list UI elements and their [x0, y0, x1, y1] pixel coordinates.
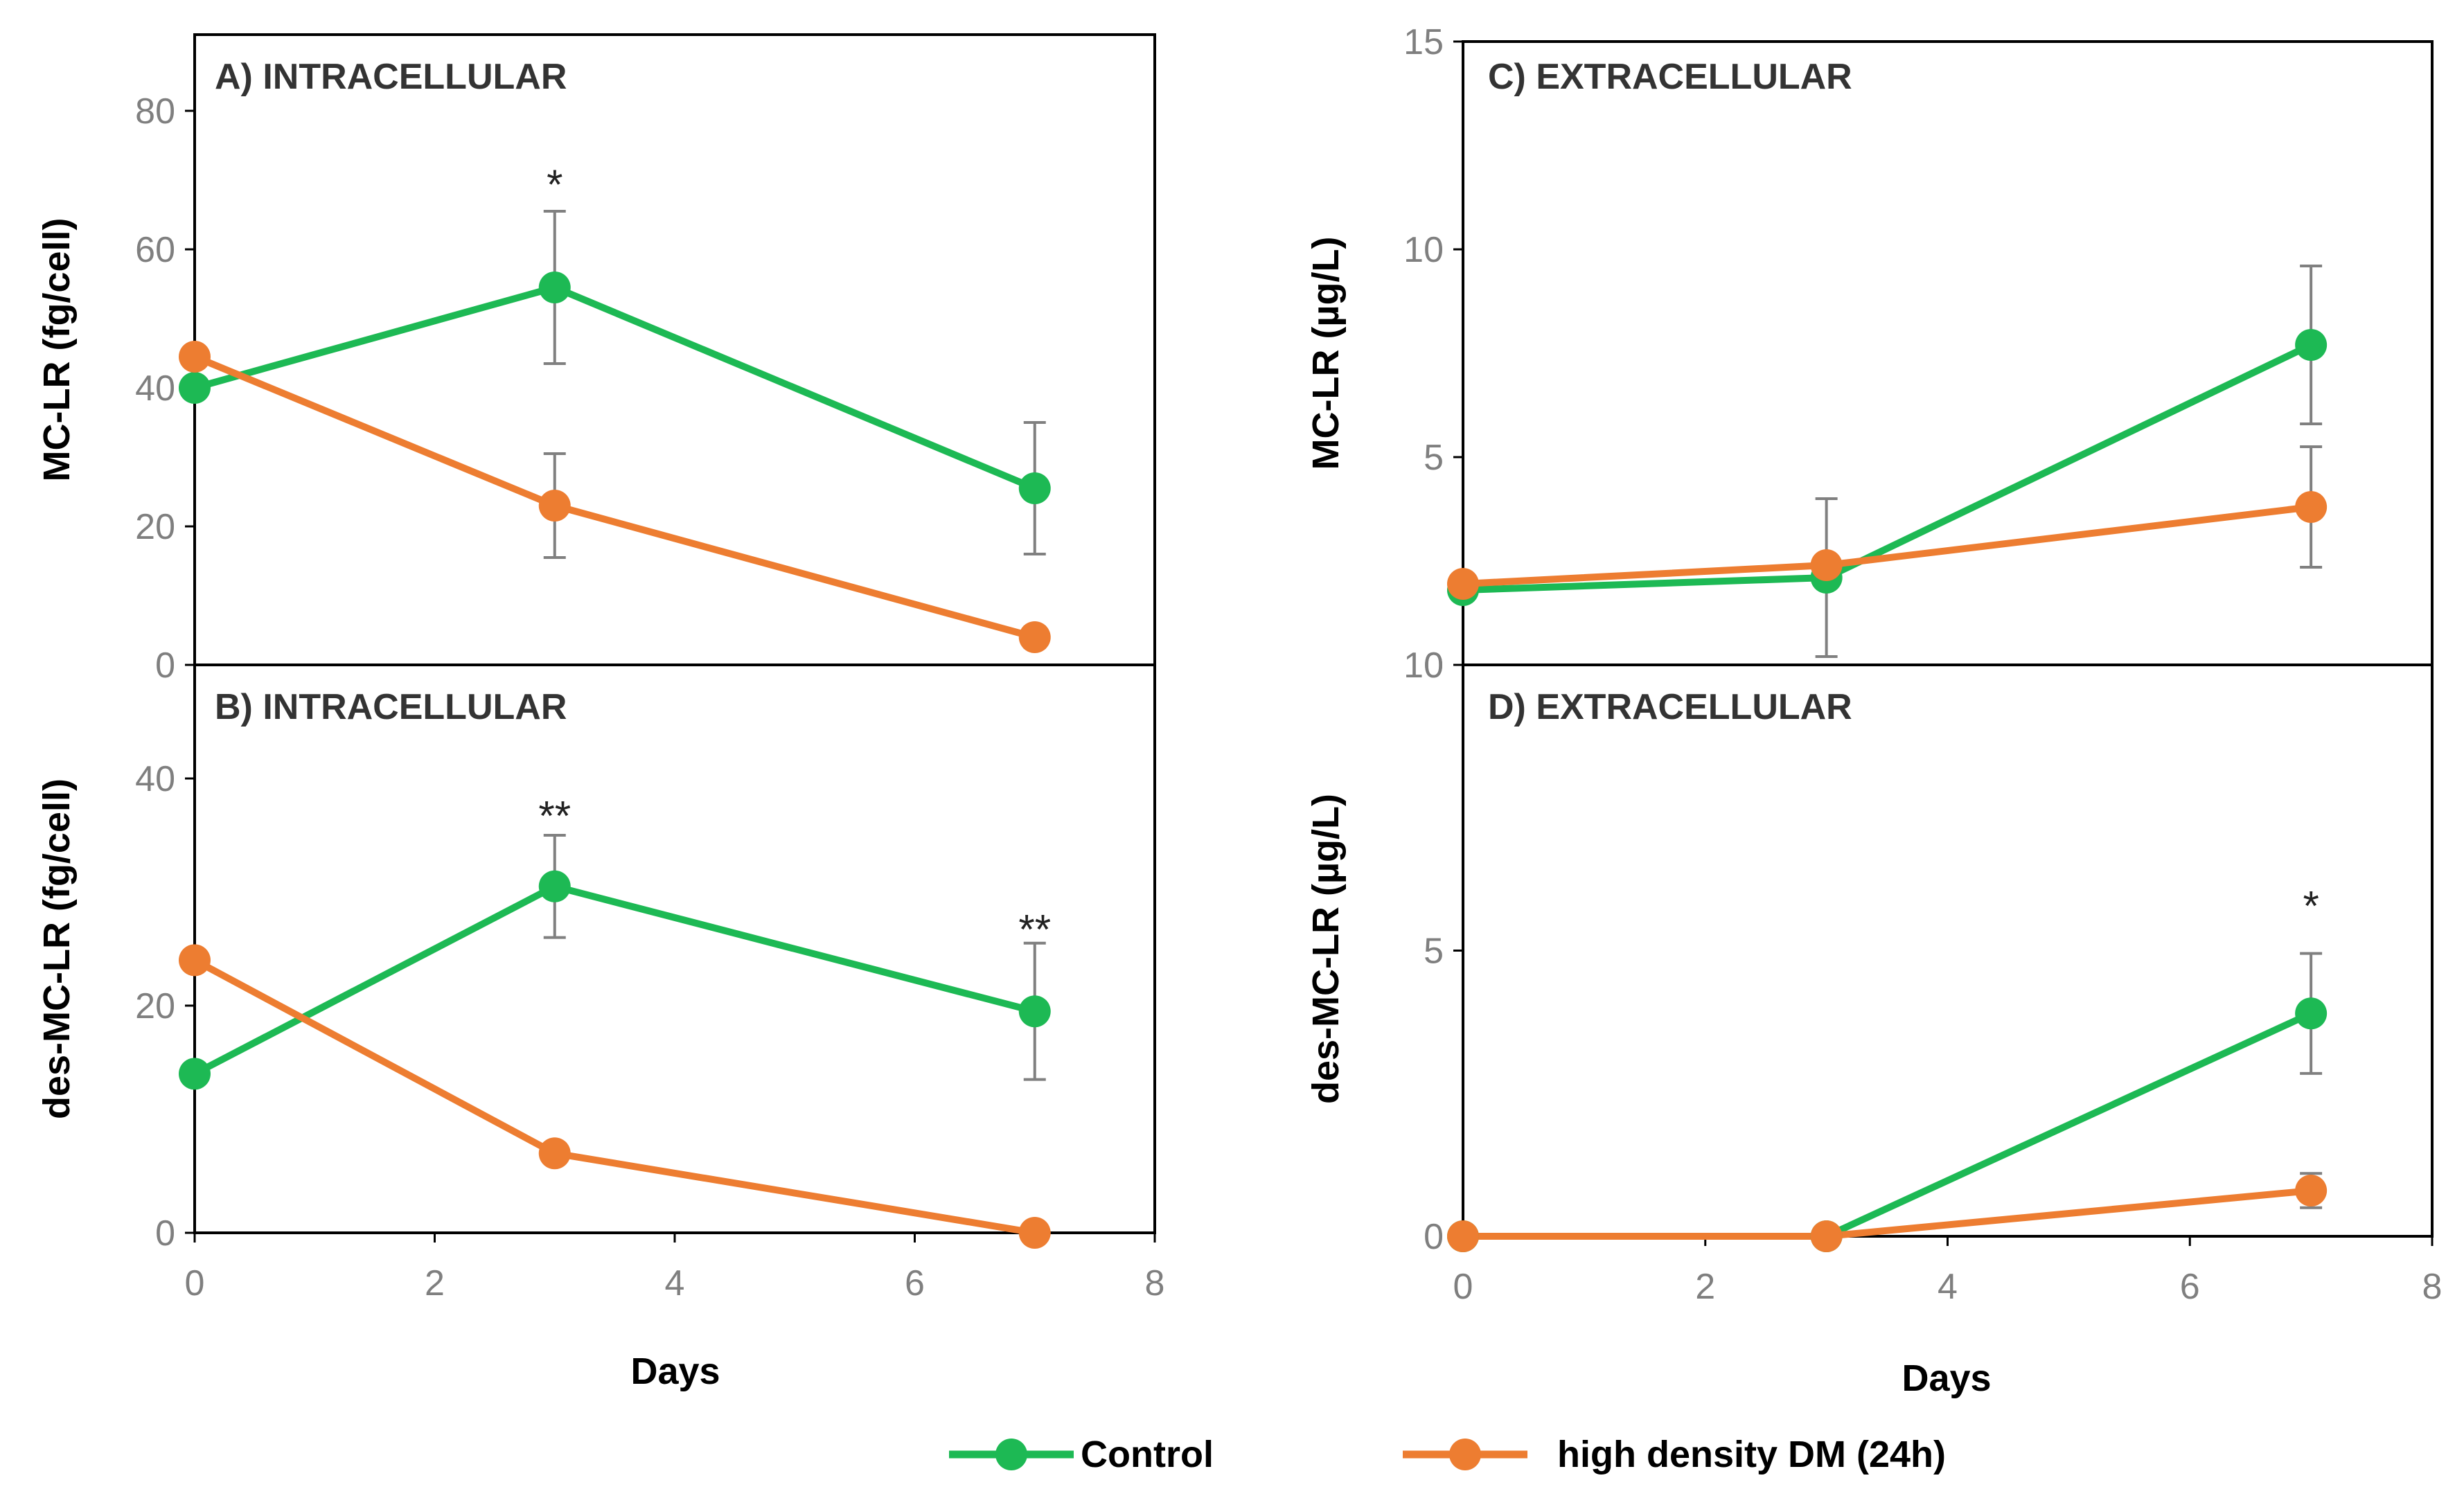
y-tick-label: 40	[135, 368, 175, 409]
panel-a-intracellular-mc-lr: A) INTRACELLULAR MC-LR (fg/cell) 0 20 40 60…	[36, 33, 1156, 686]
x-tick-label: 0	[185, 1263, 205, 1303]
y-axis-title: des-MC-LR (fg/cell)	[36, 778, 78, 1119]
data-point-control	[179, 1058, 211, 1090]
y-tick-label: 40	[135, 759, 175, 799]
x-axis-title: Days	[1902, 1357, 1991, 1399]
data-point-dm	[179, 341, 211, 373]
panel-b-intracellular-des-mc-lr: B) INTRACELLULAR des-MC-LR (fg/cell) Day…	[36, 664, 1165, 1392]
plot-area: *	[179, 161, 1051, 653]
data-point-dm	[179, 944, 211, 977]
legend-label-control: Control	[1081, 1434, 1214, 1475]
y-tick-label: 10	[1403, 230, 1444, 270]
y-tick-label: 10	[1403, 645, 1444, 686]
data-point-control	[179, 372, 211, 404]
legend: Control high density DM (24h)	[949, 1434, 1946, 1475]
y-tick-label: 20	[135, 986, 175, 1026]
y-ticks: 0 20 40	[135, 759, 195, 1254]
series-line-control	[1462, 341, 2313, 594]
legend-swatch-marker	[1449, 1439, 1481, 1470]
data-point-dm	[1018, 1217, 1051, 1249]
y-tick-label: 80	[135, 91, 175, 132]
x-axis-title: Days	[630, 1351, 720, 1392]
y-tick-label: 5	[1424, 438, 1444, 478]
x-ticks: 0 2 4 6 8	[185, 1233, 1165, 1303]
panel-title: B) INTRACELLULAR	[215, 687, 567, 727]
x-tick-label: 0	[1453, 1267, 1473, 1307]
significance-marker: *	[547, 161, 562, 208]
data-point-dm	[1810, 1220, 1843, 1252]
y-tick-label: 20	[135, 507, 175, 547]
y-tick-label: 60	[135, 230, 175, 270]
data-point-control	[2295, 997, 2328, 1030]
panel-title: A) INTRACELLULAR	[215, 57, 567, 97]
data-point-dm	[1018, 621, 1051, 653]
x-tick-label: 8	[2422, 1267, 2443, 1307]
data-point-dm	[2295, 491, 2328, 523]
y-tick-label: 5	[1424, 932, 1444, 972]
y-ticks: 0 20 40 60 80	[135, 91, 195, 686]
significance-marker: **	[1018, 906, 1051, 952]
x-ticks: 0 2 4 6 8	[1453, 1236, 2443, 1307]
legend-item-dm: high density DM (24h)	[1403, 1434, 1946, 1475]
y-tick-label: 0	[1424, 1217, 1444, 1257]
data-point-dm	[1810, 549, 1843, 581]
significance-marker: *	[2303, 883, 2319, 929]
x-tick-label: 4	[1938, 1267, 1958, 1307]
series-line-control	[193, 284, 1036, 492]
y-ticks: 0 5 10	[1403, 645, 1463, 1257]
data-point-control	[538, 870, 571, 902]
series-line-dm	[193, 956, 1036, 1236]
panel-title: C) EXTRACELLULAR	[1488, 57, 1852, 97]
series-line-control	[193, 882, 1036, 1077]
x-tick-label: 2	[1695, 1267, 1715, 1307]
plot-area	[1447, 265, 2328, 658]
data-point-control	[1018, 472, 1051, 504]
data-point-dm	[2295, 1175, 2328, 1206]
y-axis-title: MC-LR (fg/cell)	[36, 218, 78, 482]
plot-frame	[1462, 664, 2434, 1238]
data-point-control	[1018, 995, 1051, 1028]
plot-area: ** **	[179, 792, 1051, 1249]
x-tick-label: 8	[1145, 1263, 1165, 1303]
series-line-dm	[1463, 1187, 2312, 1240]
x-tick-label: 6	[2180, 1267, 2200, 1307]
x-tick-label: 4	[665, 1263, 685, 1303]
legend-label-dm: high density DM (24h)	[1557, 1434, 1946, 1475]
data-point-dm	[1447, 1220, 1479, 1252]
y-tick-label: 15	[1403, 22, 1444, 62]
y-ticks: 0 5 10 15	[1403, 22, 1463, 686]
data-point-dm	[538, 1137, 571, 1170]
y-axis-title: MC-LR (µg/L)	[1305, 237, 1347, 470]
series-line-dm	[193, 353, 1036, 641]
legend-swatch-marker	[995, 1439, 1027, 1470]
legend-item-control: Control	[949, 1434, 1214, 1475]
plot-frame	[193, 664, 1156, 1234]
y-tick-label: 0	[1424, 645, 1444, 686]
y-tick-label: 0	[155, 645, 175, 686]
data-point-dm	[1447, 568, 1479, 600]
panel-d-extracellular-des-mc-lr: D) EXTRACELLULAR des-MC-LR (µg/L) Days 0…	[1305, 645, 2442, 1399]
data-point-control	[2295, 329, 2328, 361]
significance-marker: **	[538, 792, 571, 839]
y-tick-label: 0	[155, 1213, 175, 1254]
y-axis-title: des-MC-LR (µg/L)	[1305, 794, 1347, 1104]
x-tick-label: 2	[425, 1263, 445, 1303]
panel-title: D) EXTRACELLULAR	[1488, 687, 1852, 727]
data-point-dm	[538, 490, 571, 522]
panel-c-extracellular-mc-lr: C) EXTRACELLULAR MC-LR (µg/L) 0 5 10 15	[1305, 22, 2434, 686]
data-point-control	[538, 271, 571, 303]
x-tick-label: 6	[905, 1263, 925, 1303]
plot-area: *	[1447, 883, 2328, 1252]
